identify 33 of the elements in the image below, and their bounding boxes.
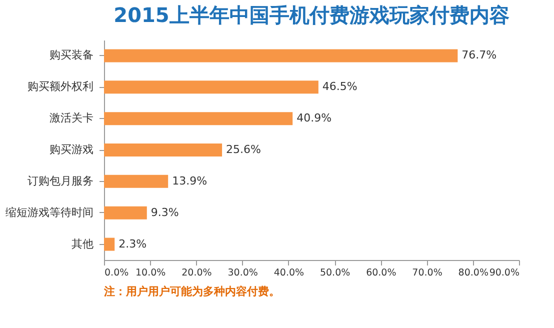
chart-title: 2015上半年中国手机付费游戏玩家付费内容 — [114, 3, 510, 27]
bar — [104, 174, 168, 188]
x-tick-label: 50.0% — [320, 268, 350, 278]
x-tick-label: 0.0% — [104, 268, 129, 278]
y-tick-label: 购买装备 — [50, 48, 94, 62]
x-tick-label: 60.0% — [366, 268, 396, 278]
x-tick-label: 10.0% — [136, 268, 166, 278]
data-label: 76.7% — [462, 48, 497, 62]
bar — [104, 144, 222, 156]
data-label: 46.5% — [322, 80, 358, 94]
y-tick-label: 订购包月服务 — [28, 174, 94, 188]
data-label: 2.3% — [118, 237, 147, 250]
y-tick-label: 缩短游戏等待时间 — [6, 206, 94, 219]
x-tick-label: 70.0% — [412, 268, 442, 278]
x-tick-label: 20.0% — [182, 268, 212, 278]
data-label: 25.6% — [226, 143, 261, 156]
data-label: 9.3% — [150, 206, 179, 219]
x-tick-label: 40.0% — [274, 268, 304, 278]
data-label: 40.9% — [296, 112, 332, 125]
bar — [104, 238, 115, 251]
bar — [104, 49, 458, 62]
bar — [104, 80, 318, 94]
text: 注：用户用户可能为多种内容付费。 — [103, 285, 280, 298]
data-label: 13.9% — [172, 174, 208, 188]
x-tick-label: 90.0% — [489, 268, 520, 278]
y-tick-label: 其他 — [72, 237, 94, 250]
x-tick-label: 80.0% — [458, 268, 488, 278]
bar — [104, 112, 293, 126]
y-tick-label: 激活关卡 — [50, 112, 94, 125]
bar — [104, 206, 147, 220]
y-tick-label: 购买游戏 — [50, 143, 94, 156]
y-tick-label: 购买额外权利 — [28, 80, 94, 94]
x-tick-label: 30.0% — [228, 268, 258, 278]
